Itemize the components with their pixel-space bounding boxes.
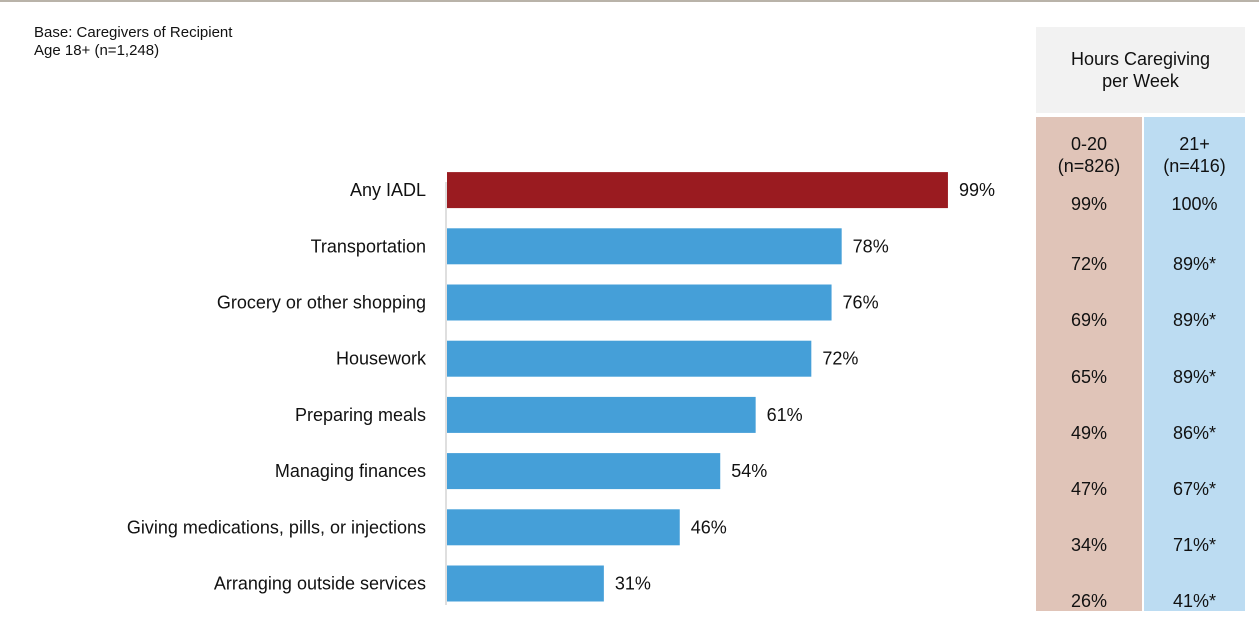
table-cell: 69% [1070,310,1108,331]
bar [447,340,812,377]
bar [447,396,756,433]
bar [447,509,680,546]
table-cell: 86%* [1172,422,1217,443]
bar-highlight [447,172,948,209]
bar [447,453,721,490]
table-cell: 49% [1070,422,1108,443]
hours-header-line2: per Week [1102,71,1179,91]
column-header-0-20-line1: 0-20 [1070,134,1108,154]
bar-value-label: 61% [767,405,803,425]
base-note-line2: Age 18+ (n=1,248) [34,42,160,59]
table-cell: 34% [1070,535,1108,556]
column-header-0-20: 0-20 (n=826) [1036,133,1142,177]
base-note-line1: Base: Caregivers of Recipient [34,24,233,41]
table-cell: 67%* [1172,479,1217,499]
table-cell: 89%* [1172,310,1217,331]
bar [447,565,604,602]
column-header-0-20-line2: (n=826) [1057,156,1121,176]
table-cell: 89%* [1172,366,1217,387]
column-header-21-plus-line2: (n=416) [1163,156,1226,176]
table-cell: 72% [1070,254,1108,275]
category-label: Giving medications, pills, or injections [127,517,426,537]
hours-column-0-20: 0-20 (n=826) 99% 72% 69% 65% 49% 47% 34% 26% [1036,117,1142,611]
bar-value-label: 72% [822,349,858,369]
table-cell: 99% [1070,194,1108,214]
category-label: Housework [336,349,427,369]
bar-value-label: 46% [691,517,727,537]
hours-header-line1: Hours Caregiving [1070,49,1211,69]
category-label: Managing finances [275,461,426,481]
category-label: Transportation [311,236,426,256]
column-header-21-plus: 21+ (n=416) [1144,133,1245,177]
category-label: Arranging outside services [214,574,426,594]
category-label: Any IADL [350,180,426,200]
bar [447,284,832,321]
table-cell: 65% [1070,366,1108,387]
category-label: Grocery or other shopping [217,293,426,313]
table-cell: 71%* [1172,535,1217,556]
table-cell: 100% [1171,194,1218,214]
bar-value-label: 99% [959,180,995,200]
table-cell: 89%* [1172,254,1217,275]
bar-value-label: 31% [615,574,651,594]
category-label: Preparing meals [295,405,426,425]
bar-value-label: 78% [853,236,889,256]
bar-value-label: 54% [731,461,767,481]
hours-column-21-plus: 21+ (n=416) 100% 89%* 89%* 89%* 86%* 67%* 71%*… [1144,117,1245,611]
table-cell: 41%* [1172,591,1217,612]
bar [447,228,842,265]
base-note: Base: Caregivers of Recipient Age 18+ (n… [34,24,232,60]
top-rule [0,0,1259,2]
column-header-21-plus-line1: 21+ [1179,134,1210,154]
table-cell: 47% [1070,479,1108,499]
bar-value-label: 76% [843,293,879,313]
hours-table-header: Hours Caregiving per Week [1036,27,1245,113]
table-cell: 26% [1070,591,1108,612]
